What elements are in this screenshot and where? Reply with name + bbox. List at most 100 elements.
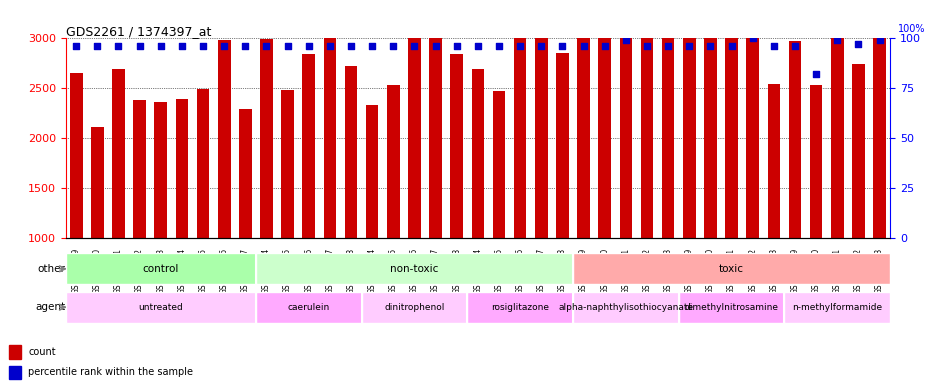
Bar: [9, 366, 21, 379]
Text: percentile rank within the sample: percentile rank within the sample: [28, 367, 193, 377]
Bar: [788, 41, 800, 238]
Point: [724, 43, 739, 50]
Bar: [133, 100, 146, 238]
Point: [660, 43, 675, 50]
Point: [596, 43, 611, 50]
FancyBboxPatch shape: [256, 292, 361, 323]
Bar: [365, 105, 378, 238]
Text: n-methylformamide: n-methylformamide: [791, 303, 882, 312]
Bar: [112, 70, 124, 238]
FancyBboxPatch shape: [783, 292, 889, 323]
Bar: [534, 27, 547, 238]
Point: [174, 43, 189, 50]
Text: count: count: [28, 347, 55, 357]
FancyBboxPatch shape: [361, 292, 467, 323]
Point: [534, 43, 548, 50]
Point: [871, 37, 886, 43]
Bar: [175, 99, 188, 238]
Point: [258, 43, 273, 50]
Point: [90, 43, 105, 50]
Bar: [492, 91, 505, 238]
Point: [618, 37, 633, 43]
Point: [491, 43, 506, 50]
Bar: [217, 40, 230, 238]
Point: [470, 43, 485, 50]
Point: [322, 43, 337, 50]
Bar: [724, 25, 738, 238]
FancyBboxPatch shape: [66, 253, 256, 284]
Point: [406, 43, 421, 50]
FancyBboxPatch shape: [678, 292, 783, 323]
Bar: [746, 18, 758, 238]
Bar: [260, 40, 272, 238]
Bar: [809, 85, 822, 238]
Point: [154, 43, 168, 50]
Text: untreated: untreated: [139, 303, 183, 312]
FancyBboxPatch shape: [66, 292, 256, 323]
Text: control: control: [142, 264, 179, 274]
Bar: [872, 0, 885, 238]
Point: [702, 43, 717, 50]
Point: [300, 43, 315, 50]
Bar: [661, 0, 674, 238]
Bar: [598, 0, 610, 238]
Point: [364, 43, 379, 50]
Bar: [471, 70, 484, 238]
Bar: [429, 35, 442, 238]
Point: [448, 43, 463, 50]
Bar: [91, 127, 104, 238]
Bar: [703, 18, 716, 238]
Bar: [281, 90, 294, 238]
Point: [68, 43, 83, 50]
Bar: [344, 66, 357, 238]
Point: [344, 43, 358, 50]
Point: [786, 43, 801, 50]
Bar: [387, 85, 400, 238]
Bar: [619, 0, 632, 238]
Bar: [302, 55, 314, 238]
Bar: [9, 345, 21, 359]
FancyBboxPatch shape: [573, 253, 889, 284]
Text: GDS2261 / 1374397_at: GDS2261 / 1374397_at: [66, 25, 211, 38]
Point: [196, 43, 211, 50]
FancyBboxPatch shape: [573, 292, 678, 323]
Bar: [682, 0, 695, 238]
Point: [829, 37, 844, 43]
Point: [110, 43, 125, 50]
Text: 100%: 100%: [898, 25, 925, 35]
Bar: [70, 73, 82, 238]
Point: [512, 43, 527, 50]
Text: alpha-naphthylisothiocyanate: alpha-naphthylisothiocyanate: [558, 303, 693, 312]
Text: caerulein: caerulein: [287, 303, 329, 312]
Text: dinitrophenol: dinitrophenol: [384, 303, 445, 312]
Text: other: other: [37, 264, 66, 274]
Bar: [450, 55, 462, 238]
Bar: [408, 20, 420, 238]
FancyBboxPatch shape: [256, 253, 573, 284]
FancyBboxPatch shape: [467, 292, 573, 323]
Point: [576, 43, 591, 50]
Point: [554, 43, 569, 50]
Text: dimethylnitrosamine: dimethylnitrosamine: [684, 303, 778, 312]
Point: [280, 43, 295, 50]
Point: [639, 43, 654, 50]
Point: [238, 43, 253, 50]
Point: [132, 43, 147, 50]
Bar: [851, 65, 864, 238]
Text: rosiglitazone: rosiglitazone: [490, 303, 548, 312]
Text: non-toxic: non-toxic: [389, 264, 438, 274]
Point: [766, 43, 781, 50]
Point: [216, 43, 231, 50]
Point: [744, 35, 759, 41]
Bar: [830, 0, 842, 238]
Text: toxic: toxic: [718, 264, 743, 274]
Bar: [513, 38, 526, 238]
Point: [850, 41, 865, 48]
Point: [808, 71, 823, 78]
Text: agent: agent: [36, 302, 66, 312]
Point: [681, 43, 696, 50]
Bar: [154, 102, 167, 238]
Point: [386, 43, 401, 50]
Bar: [323, 30, 336, 238]
Point: [428, 43, 443, 50]
